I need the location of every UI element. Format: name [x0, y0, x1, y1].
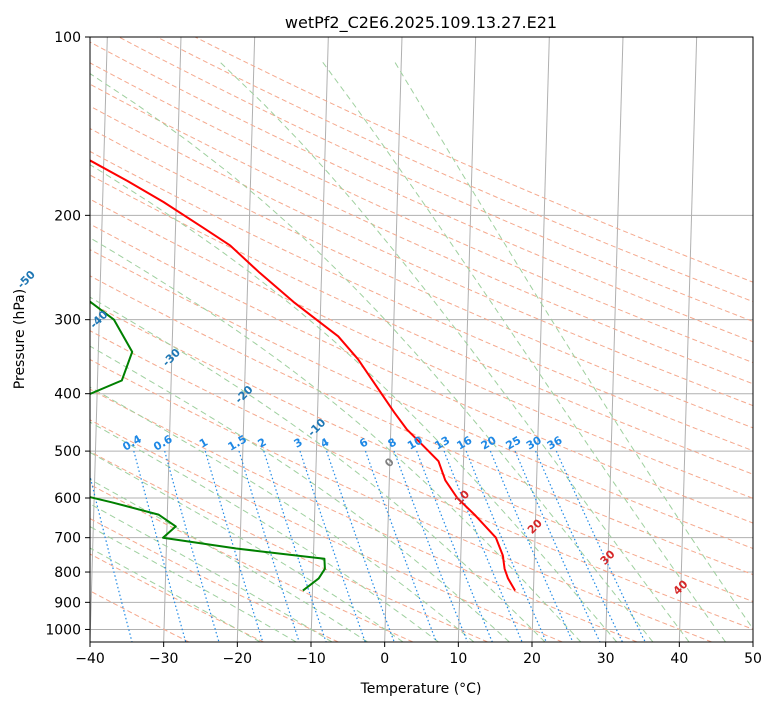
moist-adiabat-line [90, 547, 261, 642]
dry-adiabat-line [90, 388, 638, 642]
x-tick-label: 0 [380, 651, 389, 667]
mixing-ratio-line [263, 450, 327, 642]
mixing-ratio-line [364, 450, 437, 642]
moist-adiabat-line [90, 386, 475, 642]
mixing-ratio-line [133, 450, 187, 642]
temperature-profile-line [90, 159, 516, 592]
x-axis-label: Temperature (°C) [360, 681, 482, 697]
dry-adiabat-line [90, 330, 753, 630]
mixing-ratio-line [299, 450, 366, 642]
y-tick-label: 800 [54, 565, 81, 581]
isotherm-line [90, 37, 108, 642]
y-tick-label: 700 [54, 531, 81, 547]
axis-ticks: −40 −30 −20 −10 0 10 20 30 40 50 100 200 300 400 500 60… [45, 30, 762, 667]
chart-title: wetPf2_C2E6.2025.109.13.27.E21 [285, 13, 557, 33]
mixing-ratio-line [465, 450, 547, 642]
x-tick-label: −30 [149, 651, 179, 667]
moist-adiabat-line [219, 61, 690, 642]
mixing-ratio-line [90, 473, 133, 642]
mixing-ratio-line [393, 450, 469, 642]
dry-adiabat-line [90, 150, 753, 452]
dry-adiabat-line [90, 249, 753, 550]
y-tick-label: 200 [54, 208, 81, 224]
mixing-ratio-line [416, 450, 493, 642]
dry-adiabat-line [90, 62, 753, 364]
moist-adiabat-line [90, 237, 582, 642]
isotherm-line [752, 624, 753, 642]
isotherm-line [384, 37, 403, 642]
dry-adiabat-line [90, 105, 753, 407]
isotherm-line [163, 37, 182, 642]
y-axis-label: Pressure (hPa) [12, 289, 28, 389]
y-tick-label: 900 [54, 595, 81, 611]
moist-adiabat-line [90, 421, 439, 642]
dry-adiabat-line [90, 83, 753, 385]
isotherm-line [605, 37, 624, 642]
dry-adiabat-line [118, 37, 753, 322]
dry-adiabat-line [90, 518, 339, 642]
mixing-ratio-line [555, 450, 646, 642]
plot-frame [89, 36, 754, 643]
moist-adiabat-line [394, 61, 753, 630]
mixing-ratio-line [204, 450, 264, 642]
isotherm-line [531, 37, 550, 642]
moist-adiabat-line [90, 503, 333, 642]
dry-adiabat-line [90, 419, 563, 642]
dry-adiabat-line [90, 302, 753, 603]
dry-adiabat-line [194, 37, 753, 283]
x-tick-label: 20 [523, 651, 541, 667]
mixing-ratio-line [326, 450, 395, 642]
mixing-ratio-line [164, 450, 220, 642]
dry-adiabat-line [90, 198, 753, 499]
y-tick-label: 600 [54, 491, 81, 507]
x-tick-label: −10 [296, 651, 326, 667]
isotherm-line [310, 37, 329, 642]
isotherm-line [678, 37, 698, 642]
isotherm-line [236, 37, 256, 642]
x-tick-label: 50 [744, 651, 762, 667]
series-lines [90, 159, 516, 592]
x-tick-label: 40 [670, 651, 688, 667]
dewpoint-profile-line [90, 300, 326, 592]
background-lines [90, 37, 753, 642]
x-tick-label: −40 [75, 651, 105, 667]
moist-adiabat-line [90, 164, 618, 642]
x-tick-label: 10 [449, 651, 467, 667]
x-tick-label: 30 [597, 651, 615, 667]
dry-adiabat-line [90, 358, 712, 642]
x-tick-label: −20 [223, 651, 253, 667]
dry-adiabat-line [156, 37, 753, 303]
mixing-ratio-line [238, 450, 300, 642]
moist-adiabat-line [321, 61, 727, 642]
dry-adiabat-line [90, 451, 488, 642]
y-tick-label: 1000 [45, 622, 81, 638]
moist-adiabat-line [90, 451, 404, 642]
moist-adiabat-line [90, 478, 368, 642]
y-tick-label: 100 [54, 30, 81, 46]
y-tick-label: 400 [54, 387, 81, 403]
mixing-ratio-line [443, 450, 523, 642]
y-tick-label: 300 [54, 313, 81, 329]
moist-adiabat-line [90, 525, 297, 642]
isotherm-line [457, 37, 477, 642]
isotherm-label: -50 [15, 268, 38, 291]
moist-adiabat-line [90, 345, 510, 642]
y-tick-label: 500 [54, 444, 81, 460]
